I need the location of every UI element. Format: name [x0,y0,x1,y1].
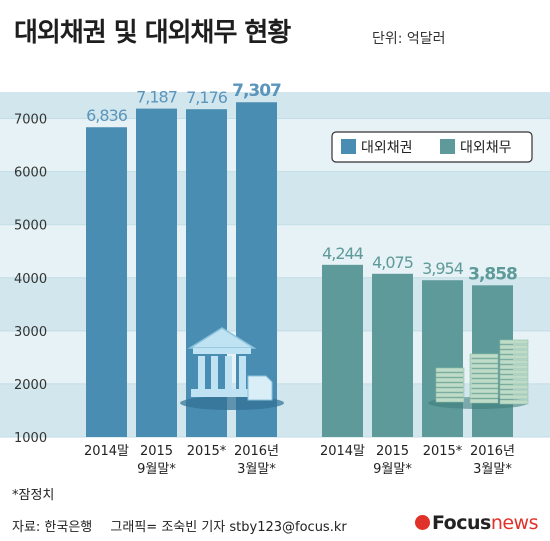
y-tick-label: 3000 [14,325,47,340]
x-tick-label: 9월말* [373,462,412,477]
y-tick-label: 1000 [14,431,47,446]
claims-bar [136,108,177,438]
x-tick-label: 3월말* [473,462,512,477]
data-label: 4,244 [322,244,364,263]
claims-bar [86,127,127,438]
bank-building-icon [180,327,284,410]
data-label: 4,075 [372,253,413,272]
x-tick-label: 2015* [187,444,227,459]
x-tick-label: 2014말 [84,444,129,459]
data-label: 7,307 [232,81,281,101]
money-stack-icon [428,339,529,409]
data-label: 7,187 [136,88,177,107]
footnote: *잠정치 [12,488,55,503]
x-tick-label: 2016년 [470,444,515,459]
debt-bar [422,280,463,437]
unit-label: 단위: 억달러 [372,31,446,47]
y-tick-label: 6000 [14,166,47,181]
x-tick-label: 2015 [140,444,173,459]
legend-box [331,131,533,163]
debt-bar [322,264,363,437]
x-tick-label: 2016년 [234,444,279,459]
x-tick-label: 2015 [376,444,409,459]
data-label: 7,176 [186,88,228,107]
x-tick-label: 2014말 [320,444,365,459]
data-label: 3,858 [468,264,517,284]
legend-swatch [341,139,356,154]
x-tick-label: 3월말* [237,462,276,477]
x-tick-label: 2015* [423,444,463,459]
data-label: 6,836 [86,106,128,125]
legend-swatch [440,139,455,154]
y-tick-label: 7000 [14,113,47,128]
data-label: 3,954 [422,259,464,278]
y-tick-label: 2000 [14,378,47,393]
page-title: 대외채권 및 대외채무 현황 [14,18,291,48]
claims-bar [186,109,227,437]
debt-bar [372,273,413,437]
legend-item: 대외채권 [361,140,413,156]
graphic-credit: 그래픽= 조숙빈 기자 stby123@focus.kr [110,520,347,535]
y-tick-label: 4000 [14,272,47,287]
x-tick-label: 9월말* [137,462,176,477]
y-tick-label: 5000 [14,219,47,234]
source-credit: 자료: 한국은행 [12,520,93,535]
brand-dot-icon [414,515,430,530]
brand-logo: Focusnews [414,512,539,534]
legend-item: 대외채무 [460,140,512,156]
credits: 자료: 한국은행 그래픽= 조숙빈 기자 stby123@focus.kr [12,516,361,535]
